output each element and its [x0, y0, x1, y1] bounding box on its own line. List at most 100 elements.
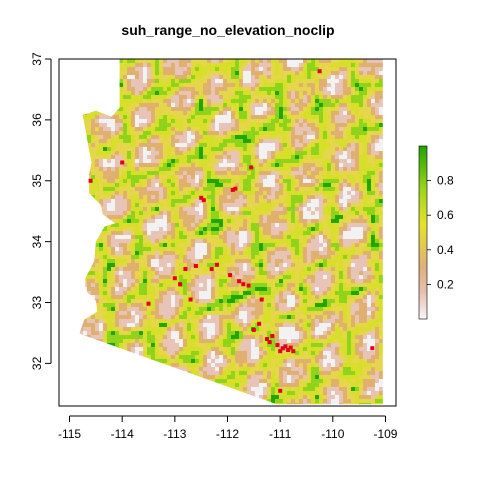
raster-cell [91, 119, 96, 124]
raster-cell [255, 115, 260, 120]
raster-cell [351, 259, 356, 264]
raster-cell [171, 243, 176, 248]
raster-cell [339, 155, 344, 160]
raster-cell [251, 163, 256, 168]
raster-cell [311, 219, 316, 224]
raster-cell [339, 263, 344, 268]
raster-cell [303, 95, 308, 100]
raster-cell [115, 263, 120, 268]
raster-cell [375, 227, 380, 232]
raster-cell [319, 247, 324, 252]
raster-cell [339, 235, 344, 240]
raster-cell [103, 171, 108, 176]
raster-cell [359, 219, 364, 224]
raster-cell [247, 103, 252, 108]
raster-cell [259, 275, 264, 280]
raster-cell [83, 123, 88, 128]
raster-cell [307, 139, 312, 144]
raster-cell [299, 75, 304, 80]
raster-cell [195, 259, 200, 264]
raster-cell [147, 187, 152, 192]
raster-cell [347, 59, 352, 64]
raster-cell [147, 219, 152, 224]
raster-cell [247, 223, 252, 228]
raster-cell [283, 235, 288, 240]
raster-cell [263, 291, 268, 296]
raster-cell [103, 279, 108, 284]
raster-cell [139, 191, 144, 196]
raster-cell [219, 179, 224, 184]
raster-cell [347, 163, 352, 168]
raster-cell [287, 91, 292, 96]
raster-cell [371, 119, 376, 124]
raster-cell [175, 247, 180, 252]
raster-cell [335, 207, 340, 212]
raster-cell [307, 219, 312, 224]
raster-cell [283, 203, 288, 208]
raster-cell [359, 187, 364, 192]
raster-cell [151, 199, 156, 204]
raster-cell [207, 83, 212, 88]
raster-cell [119, 235, 124, 240]
raster-cell [319, 187, 324, 192]
raster-cell [179, 275, 184, 280]
raster-cell [379, 155, 383, 160]
raster-cell [163, 63, 168, 68]
raster-cell [95, 175, 100, 180]
raster-cell [91, 147, 96, 152]
raster-cell [195, 91, 200, 96]
raster-cell [267, 279, 272, 284]
raster-cell [267, 111, 272, 116]
raster-cell [327, 159, 332, 164]
raster-cell [347, 263, 352, 268]
raster-cell [239, 75, 244, 80]
raster-cell [379, 115, 383, 120]
raster-cell [167, 231, 172, 236]
raster-cell [175, 163, 180, 168]
raster-cell [295, 175, 300, 180]
raster-cell [351, 207, 356, 212]
raster-cell [147, 155, 152, 160]
raster-cell [343, 195, 348, 200]
raster-cell [111, 159, 116, 164]
raster-cell [363, 63, 368, 68]
raster-cell [315, 191, 320, 196]
raster-cell [247, 179, 252, 184]
raster-cell [183, 95, 188, 100]
raster-cell [235, 219, 240, 224]
raster-cell [187, 231, 192, 236]
raster-cell [347, 267, 352, 272]
raster-cell [323, 203, 328, 208]
raster-cell [99, 151, 104, 156]
raster-cell [371, 175, 376, 180]
raster-cell [359, 267, 364, 272]
raster-cell [179, 151, 184, 156]
raster-cell [107, 243, 112, 248]
raster-cell [139, 119, 144, 124]
raster-cell [223, 147, 228, 152]
raster-cell [303, 99, 308, 104]
raster-cell [291, 79, 296, 84]
raster-cell [323, 207, 328, 212]
raster-cell [239, 243, 244, 248]
raster-cell [363, 227, 368, 232]
raster-cell [231, 123, 236, 128]
raster-cell [111, 123, 116, 128]
raster-cell [367, 171, 372, 176]
raster-cell [355, 103, 360, 108]
raster-cell [127, 139, 132, 144]
raster-cell [159, 143, 164, 148]
raster-cell [147, 211, 152, 216]
raster-cell [243, 251, 248, 256]
raster-cell [339, 219, 344, 224]
raster-cell [111, 223, 116, 228]
raster-cell [347, 219, 352, 224]
raster-cell [347, 83, 352, 88]
raster-cell [159, 187, 164, 192]
raster-cell [111, 219, 116, 224]
raster-cell [255, 207, 260, 212]
raster-cell [291, 171, 296, 176]
raster-cell [151, 107, 156, 112]
raster-cell [243, 127, 248, 132]
raster-cell [119, 139, 124, 144]
